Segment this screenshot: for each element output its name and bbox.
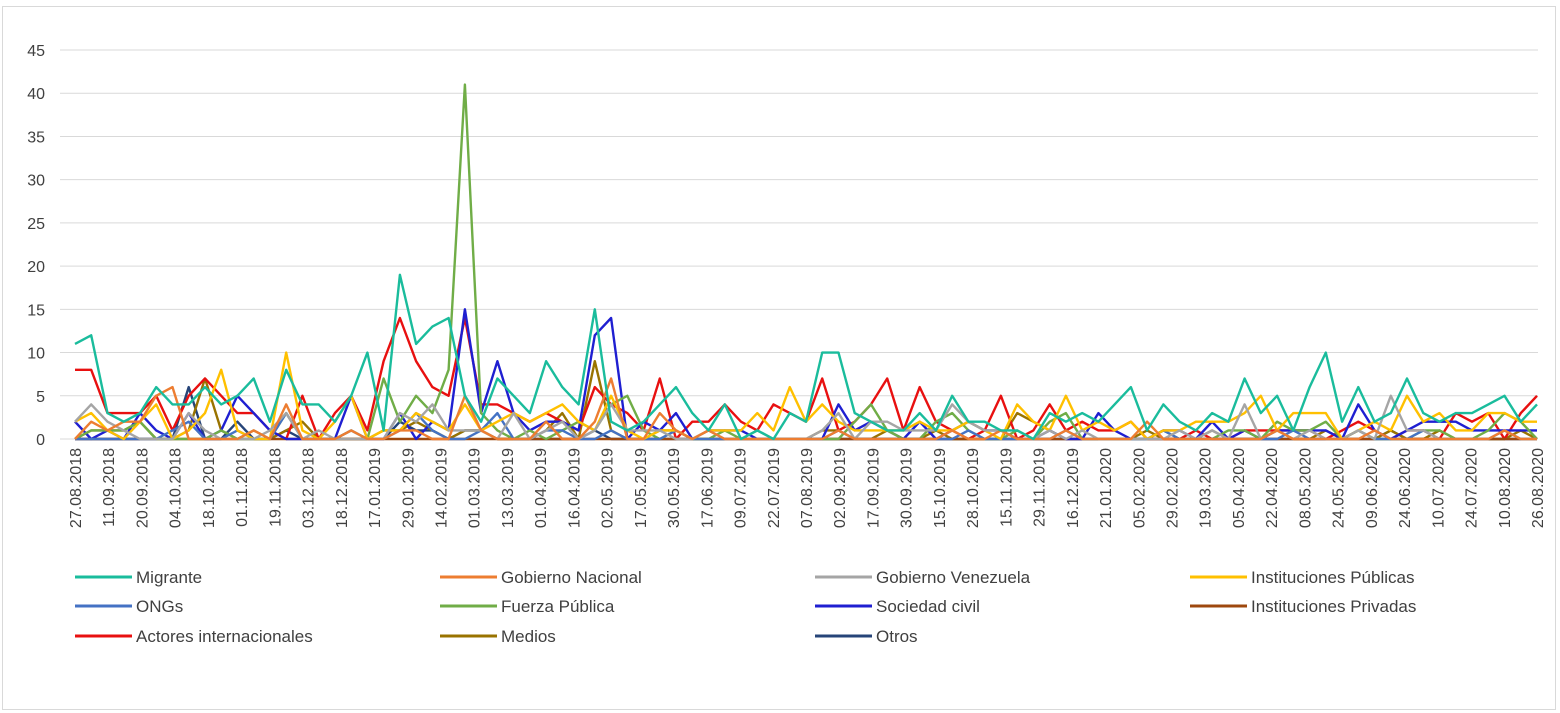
x-tick-label: 05.04.2020 <box>1231 448 1248 528</box>
y-tick-label: 40 <box>27 86 45 103</box>
x-tick-label: 10.08.2020 <box>1497 448 1514 528</box>
x-tick-label: 09.06.2020 <box>1364 448 1381 528</box>
x-tick-label: 27.08.2018 <box>68 448 85 528</box>
x-tick-label: 01.11.2018 <box>234 448 251 527</box>
y-tick-label: 25 <box>27 216 45 233</box>
chart-frame <box>2 6 1556 710</box>
x-tick-label: 10.07.2020 <box>1430 448 1447 528</box>
x-tick-label: 21.01.2020 <box>1098 448 1115 528</box>
x-tick-label: 13.03.2019 <box>500 448 517 528</box>
x-tick-label: 22.07.2019 <box>766 448 783 528</box>
x-tick-label: 30.05.2019 <box>666 448 683 528</box>
x-tick-label: 17.06.2019 <box>699 448 716 528</box>
x-tick-label: 19.03.2020 <box>1198 448 1215 528</box>
y-tick-label: 30 <box>27 173 45 190</box>
x-tick-label: 29.11.2019 <box>1032 448 1049 527</box>
x-tick-label: 24.06.2020 <box>1397 448 1414 528</box>
y-tick-label: 15 <box>27 302 45 319</box>
x-tick-label: 24.05.2020 <box>1331 448 1348 528</box>
y-tick-label: 20 <box>27 259 45 276</box>
legend-label-actores-internacionales: Actores internacionales <box>136 627 313 646</box>
legend-label-instituciones-privadas: Instituciones Privadas <box>1251 597 1416 616</box>
x-tick-label: 03.12.2018 <box>301 448 318 528</box>
legend-label-otros: Otros <box>876 627 918 646</box>
x-tick-label: 22.04.2020 <box>1264 448 1281 528</box>
x-tick-label: 16.12.2019 <box>1065 448 1082 528</box>
legend-label-sociedad-civil: Sociedad civil <box>876 597 980 616</box>
x-tick-label: 26.08.2020 <box>1530 448 1547 528</box>
x-tick-label: 16.04.2019 <box>566 448 583 528</box>
legend-label-gobierno-nacional: Gobierno Nacional <box>501 568 642 587</box>
y-tick-label: 45 <box>27 43 45 60</box>
x-tick-label: 01.04.2019 <box>533 448 550 528</box>
x-tick-label: 18.10.2018 <box>201 448 218 528</box>
x-tick-label: 04.10.2018 <box>168 448 185 528</box>
x-tick-label: 05.02.2020 <box>1131 448 1148 528</box>
legend-label-migrante: Migrante <box>136 568 202 587</box>
x-tick-label: 02.05.2019 <box>600 448 617 528</box>
x-tick-label: 08.05.2020 <box>1297 448 1314 528</box>
x-tick-label: 14.02.2019 <box>434 448 451 528</box>
y-tick-label: 35 <box>27 129 45 146</box>
x-tick-label: 15.10.2019 <box>932 448 949 528</box>
y-tick-label: 0 <box>36 432 45 449</box>
series-line-migrante <box>74 273 1538 441</box>
x-tick-label: 28.10.2019 <box>965 448 982 528</box>
legend-label-ongs: ONGs <box>136 597 183 616</box>
x-tick-label: 29.01.2019 <box>400 448 417 528</box>
legend-label-fuerza-publica: Fuerza Pública <box>501 597 615 616</box>
y-tick-label: 5 <box>36 389 45 406</box>
x-tick-label: 07.08.2019 <box>799 448 816 528</box>
x-tick-label: 20.09.2018 <box>134 448 151 528</box>
x-tick-label: 09.07.2019 <box>733 448 750 528</box>
legend-label-medios: Medios <box>501 627 556 646</box>
x-tick-label: 17.09.2019 <box>865 448 882 528</box>
x-tick-label: 18.12.2018 <box>334 448 351 528</box>
x-tick-label: 01.03.2019 <box>467 448 484 528</box>
legend-label-instituciones-publicas: Instituciones Públicas <box>1251 568 1414 587</box>
x-tick-label: 19.11.2018 <box>267 448 284 527</box>
x-tick-label: 11.09.2018 <box>101 448 118 527</box>
y-tick-label: 10 <box>27 346 45 363</box>
x-tick-label: 29.02.2020 <box>1165 448 1182 528</box>
legend-label-gobierno-venezuela: Gobierno Venezuela <box>876 568 1031 587</box>
series-line-gobierno-nacional <box>74 377 1537 441</box>
x-tick-label: 17.01.2019 <box>367 448 384 528</box>
x-tick-label: 24.07.2020 <box>1464 448 1481 528</box>
x-tick-label: 17.05.2019 <box>633 448 650 528</box>
x-tick-label: 15.11.2019 <box>998 448 1015 527</box>
x-tick-label: 02.09.2019 <box>832 448 849 528</box>
x-tick-label: 30.09.2019 <box>899 448 916 528</box>
